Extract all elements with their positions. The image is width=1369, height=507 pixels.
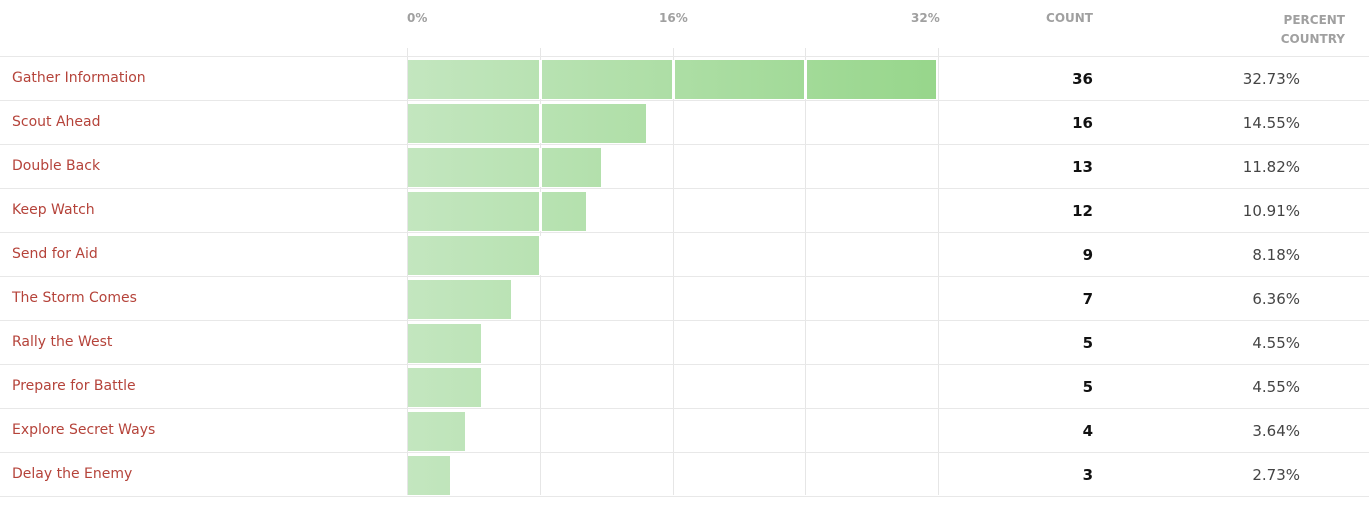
bar[interactable]: [408, 148, 602, 187]
category-label[interactable]: Double Back: [12, 158, 101, 174]
bar-segment-gap: [538, 236, 542, 275]
category-label[interactable]: Keep Watch: [12, 202, 95, 218]
bar-segment-gap: [538, 148, 542, 187]
count-value: 13: [1072, 158, 1093, 176]
bar-segment-gap: [538, 104, 542, 143]
count-value: 5: [1082, 334, 1093, 352]
chart-row: Scout Ahead 16 14.55%: [0, 100, 1369, 145]
category-label[interactable]: Delay the Enemy: [12, 466, 133, 482]
chart-row: Keep Watch 12 10.91%: [0, 188, 1369, 233]
x-tick-16: 16%: [659, 11, 688, 25]
bar[interactable]: [408, 368, 481, 407]
bar[interactable]: [408, 60, 936, 99]
percent-value: 4.55%: [1252, 334, 1300, 352]
chart-row: Double Back 13 11.82%: [0, 144, 1369, 189]
percent-value: 14.55%: [1242, 114, 1300, 132]
chart-row: Explore Secret Ways 4 3.64%: [0, 408, 1369, 453]
percent-value: 11.82%: [1242, 158, 1300, 176]
count-value: 3: [1082, 466, 1093, 484]
category-label[interactable]: Scout Ahead: [12, 114, 101, 130]
percent-value: 3.64%: [1252, 422, 1300, 440]
count-value: 9: [1082, 246, 1093, 264]
category-label[interactable]: Rally the West: [12, 334, 113, 350]
percent-value: 32.73%: [1242, 70, 1300, 88]
count-value: 7: [1082, 290, 1093, 308]
chart-row: Delay the Enemy 3 2.73%: [0, 452, 1369, 497]
percent-value: 6.36%: [1252, 290, 1300, 308]
category-label[interactable]: Explore Secret Ways: [12, 422, 156, 438]
percent-value: 4.55%: [1252, 378, 1300, 396]
x-tick-32: 32%: [911, 11, 940, 25]
bar[interactable]: [408, 104, 647, 143]
gridline: [805, 48, 807, 495]
gridline: [672, 48, 674, 495]
count-value: 4: [1082, 422, 1093, 440]
chart-row: The Storm Comes 7 6.36%: [0, 276, 1369, 321]
percent-header[interactable]: PERCENT COUNTRY: [1280, 13, 1345, 46]
chart-row: Gather Information 36 32.73%: [0, 56, 1369, 101]
count-value: 16: [1072, 114, 1093, 132]
bar[interactable]: [408, 324, 481, 363]
count-value: 36: [1072, 70, 1093, 88]
percent-value: 10.91%: [1242, 202, 1300, 220]
bar-segment-gap: [538, 192, 542, 231]
bar-segment-gap: [538, 60, 542, 99]
percent-value: 8.18%: [1252, 246, 1300, 264]
count-header[interactable]: COUNT: [1046, 11, 1093, 25]
category-label[interactable]: Gather Information: [12, 70, 146, 86]
percent-value: 2.73%: [1252, 466, 1300, 484]
category-label[interactable]: The Storm Comes: [12, 290, 137, 306]
bar-segment-gap: [804, 60, 808, 99]
chart-row: Send for Aid 9 8.18%: [0, 232, 1369, 277]
category-label[interactable]: Prepare for Battle: [12, 378, 136, 394]
bar[interactable]: [408, 412, 466, 451]
x-tick-0: 0%: [407, 11, 428, 25]
bar-segment-gap: [671, 60, 675, 99]
count-value: 5: [1082, 378, 1093, 396]
chart-row: Rally the West 5 4.55%: [0, 320, 1369, 365]
bar[interactable]: [408, 192, 587, 231]
category-label[interactable]: Send for Aid: [12, 246, 98, 262]
chart-row: Prepare for Battle 5 4.55%: [0, 364, 1369, 409]
bar[interactable]: [408, 456, 451, 495]
bar[interactable]: [408, 280, 511, 319]
gridline: [938, 48, 939, 495]
gridline: [407, 48, 408, 495]
table-bottom-border: [0, 496, 1369, 497]
bar[interactable]: [408, 236, 542, 275]
count-value: 12: [1072, 202, 1093, 220]
